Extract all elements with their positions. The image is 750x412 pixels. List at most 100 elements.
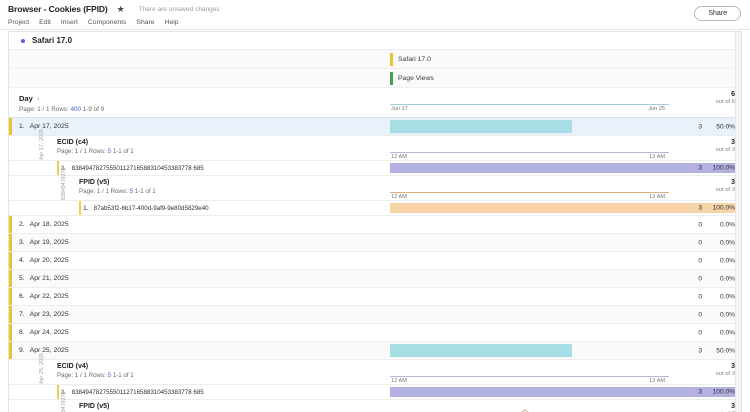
group-total-value-b: 3 — [731, 179, 735, 186]
group-title-b: FPID (v5) — [79, 179, 110, 186]
group-axis-total-c: 3 out of 3 — [716, 363, 735, 377]
menu-item-components[interactable]: Components — [87, 19, 127, 26]
row-accent-bar — [9, 216, 12, 233]
row-left-cell: 9. Apr 25, 2025 — [9, 342, 384, 359]
row-bar — [390, 344, 573, 357]
row-accent-bar — [9, 252, 12, 269]
id-index-b: 1. — [83, 204, 89, 212]
group-title: ECID (c4) — [57, 139, 89, 146]
table-row[interactable]: 3. Apr 19, 2025 0 0.0% — [9, 234, 741, 252]
axis-wrap: Jun 17 Jun 25 6 out of 6 — [384, 88, 741, 114]
list-item-fpid[interactable]: 1. 87ab53f2-6b17-400d-9af9-9e80d5829e40 … — [9, 201, 741, 216]
table-row[interactable]: 8. Apr 24, 2025 0 0.0% — [9, 324, 741, 342]
group-header-fpid-v5-2[interactable]: 83849478275 FPID (v5) Page: 1 / 1 Rows: … — [9, 391, 741, 412]
star-icon[interactable]: ★ — [116, 3, 125, 14]
group-right: 12 AM 12 AM 3 out of 3 — [384, 136, 741, 160]
menu-item-share[interactable]: Share — [136, 19, 155, 26]
group-page-prefix-b: Page: 1 / 1 Rows: — [79, 188, 128, 195]
id-value-b: 87ab53f2-6b17-400d-9af9-9e80d5829e40 — [93, 204, 209, 212]
table-row[interactable]: 6. Apr 22, 2025 0 0.0% — [9, 288, 741, 306]
id-right-c: 3 100.0% — [384, 385, 741, 399]
row-right-cell: 0 0.0% — [384, 216, 741, 233]
menu-item-help[interactable]: Help — [164, 19, 179, 26]
id-metric-value: 3 — [698, 164, 702, 172]
menu-bar: Project Edit Insert Components Share Hel… — [0, 16, 750, 30]
row-value-group: 0 0.0% — [698, 221, 735, 228]
group-rows-value-b[interactable]: 5 — [129, 188, 134, 195]
id-bar-c — [390, 387, 735, 397]
group-vertical-label-day-2: Apr 25, 2025 — [39, 352, 45, 384]
status-dot-icon — [21, 38, 25, 43]
group-vertical-label-ecid: 83849478275 — [61, 167, 67, 200]
row-label: Apr 24, 2025 — [29, 329, 69, 336]
id-left-b: 1. 87ab53f2-6b17-400d-9af9-9e80d5829e40 — [9, 201, 384, 215]
id-right: 3 100.0% — [384, 161, 741, 175]
table-row[interactable]: 2. Apr 18, 2025 0 0.0% — [9, 216, 741, 234]
row-right-cell: 3 50.0% — [384, 342, 741, 359]
group-axis-sparkline-b — [390, 192, 669, 193]
id-value-group-c: 3 100.0% — [698, 389, 735, 396]
group-rows-value-c[interactable]: 5 — [107, 372, 112, 379]
dimension-title: Day — [19, 94, 33, 103]
row-right-cell: 3 50.0% — [384, 118, 741, 135]
sort-ascending-icon[interactable]: ↑ — [36, 97, 40, 103]
row-accent-bar — [9, 324, 12, 341]
axis-total: 6 out of 6 — [716, 91, 735, 105]
row-right-cell: 0 0.0% — [384, 288, 741, 305]
menu-item-edit[interactable]: Edit — [39, 19, 51, 26]
group-header-fpid-v5[interactable]: 83849478275 FPID (v5) Page: 1 / 1 Rows: … — [9, 167, 741, 201]
series-label-safari: Safari 17.0 — [398, 55, 431, 63]
group-axis-label-end: 12 AM — [649, 154, 665, 160]
row-value-group: 3 50.0% — [698, 347, 735, 354]
row-label: Apr 23, 2025 — [29, 311, 69, 318]
group-total-value-d: 3 — [731, 403, 735, 410]
group-title-c: ECID (v4) — [57, 363, 89, 370]
row-left-cell: 1. Apr 17, 2025 — [9, 118, 384, 135]
row-index: 8. — [19, 329, 25, 336]
table-row[interactable]: 1. Apr 17, 2025 3 50.0% — [9, 118, 741, 136]
table-row[interactable]: 5. Apr 21, 2025 0 0.0% — [9, 270, 741, 288]
group-header-ecid-c4[interactable]: Apr 17, 2025 ECID (c4) Page: 1 / 1 Rows:… — [9, 129, 741, 161]
group-header-ecid-v4[interactable]: Apr 25, 2025 ECID (v4) Page: 1 / 1 Rows:… — [9, 352, 741, 385]
group-axis-label-end-b: 12 AM — [649, 194, 665, 200]
panel-title: Safari 17.0 — [32, 36, 73, 45]
menu-item-project[interactable]: Project — [8, 19, 30, 26]
list-item-ecid-2[interactable]: 1. 83849478275550112716588310453383778 6… — [9, 385, 741, 400]
group-axis-total: 3 out of 3 — [716, 139, 735, 153]
table-row[interactable]: 7. Apr 23, 2025 0 0.0% — [9, 306, 741, 324]
row-accent-bar — [9, 234, 12, 251]
vertical-scrollbar[interactable] — [735, 32, 741, 412]
share-button[interactable]: Share — [694, 6, 741, 21]
id-left: 1. 83849478275550112716588310453383778 6… — [9, 161, 384, 175]
panel-header: Safari 17.0 — [9, 32, 741, 50]
row-value-group: 0 0.0% — [698, 329, 735, 336]
row-left-cell: 6. Apr 22, 2025 — [9, 288, 384, 305]
dimension-rows-value[interactable]: 400 — [70, 106, 81, 113]
group-left-c: Apr 25, 2025 ECID (v4) Page: 1 / 1 Rows:… — [9, 352, 384, 384]
group-page-prefix: Page: 1 / 1 Rows: — [57, 148, 106, 155]
row-index: 5. — [19, 275, 25, 282]
series-right-pageviews[interactable]: Page Views — [384, 71, 741, 85]
row-value: 0 — [698, 293, 702, 300]
group-title-d: FPID (v5) — [79, 403, 110, 410]
row-value: 0 — [698, 329, 702, 336]
row-value: 0 — [698, 275, 702, 282]
list-item-ecid[interactable]: 1. 83849478275550112716588310453383778 6… — [9, 161, 741, 176]
id-metric-value-c: 3 — [698, 388, 702, 396]
table-row[interactable]: 4. Apr 20, 2025 0 0.0% — [9, 252, 741, 270]
group-total-value: 3 — [731, 139, 735, 146]
series-right-safari[interactable]: Safari 17.0 — [384, 52, 741, 66]
row-index: 1. — [19, 123, 25, 130]
row-right-cell: 0 0.0% — [384, 324, 741, 341]
group-rows-value[interactable]: 5 — [107, 148, 112, 155]
table-grid: Safari 17.0 Page Views Day ↑ Page: 1 / 1 … — [9, 50, 741, 412]
group-total-sub-c: out of 3 — [715, 371, 735, 377]
id-index: 1. — [61, 164, 67, 172]
row-percent: 0.0% — [719, 311, 735, 318]
group-axis-label-end-c: 12 AM — [649, 378, 665, 384]
axis-total-sub: out of 6 — [715, 99, 735, 105]
menu-item-insert[interactable]: Insert — [60, 19, 78, 26]
row-accent-bar — [9, 288, 12, 305]
table-row[interactable]: 9. Apr 25, 2025 3 50.0% — [9, 342, 741, 360]
dimension-header-cell[interactable]: Day ↑ Page: 1 / 1 Rows: 400 1-9 of 9 — [9, 88, 384, 117]
